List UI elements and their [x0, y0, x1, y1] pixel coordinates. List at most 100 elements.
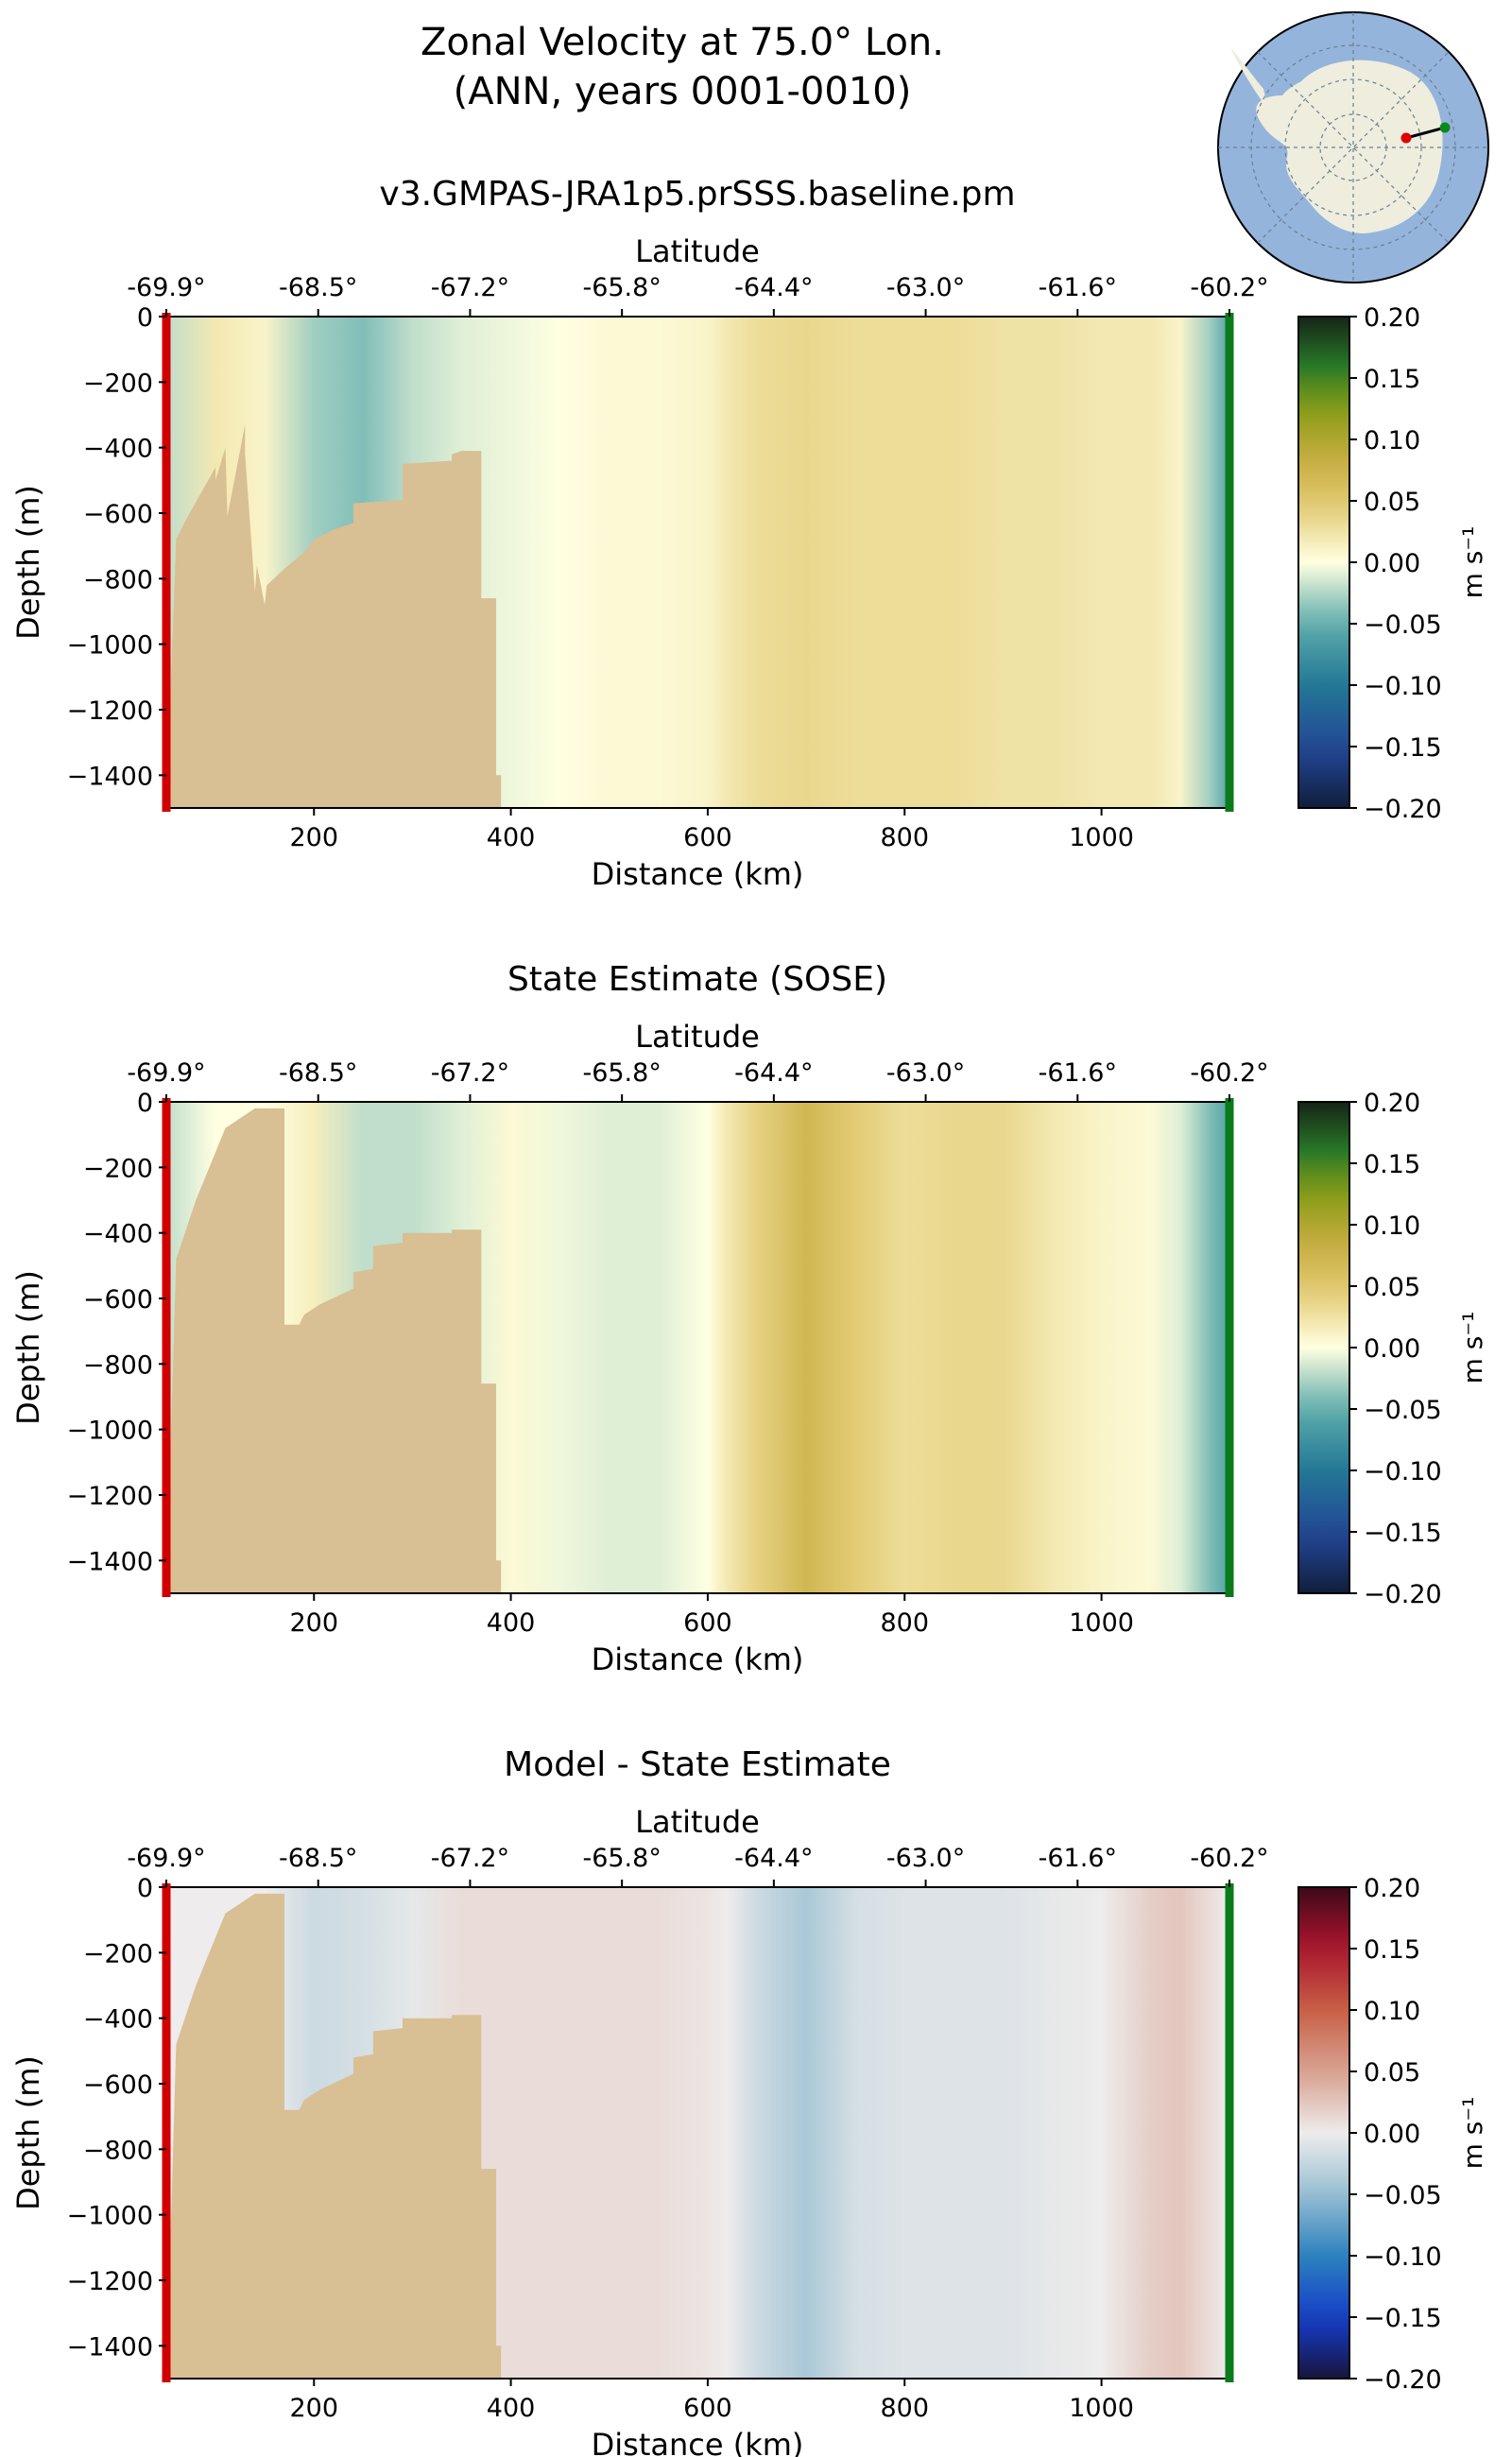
colorbar-tick-label: 0.10: [1364, 1211, 1420, 1241]
latitude-tick-label: -64.4°: [734, 1058, 813, 1088]
colorbar-tick-label: 0.10: [1364, 1997, 1420, 2026]
colorbar-tick-label: 0.15: [1364, 1150, 1420, 1179]
x-tick-label: 200: [289, 1608, 338, 1638]
latitude-tick-label: -69.9°: [127, 1844, 205, 1873]
colorbar-tick-label: −0.20: [1364, 1580, 1442, 1609]
map-graticule: [1218, 12, 1488, 283]
latitude-tick-label: -63.0°: [886, 1058, 965, 1088]
y-tick-label: −800: [83, 1350, 153, 1380]
y-tick-label: −1000: [67, 631, 153, 661]
colorbar-tick-label: −0.10: [1364, 672, 1442, 701]
colorbar-tick-label: 0.15: [1364, 1935, 1420, 1965]
x-tick-label: 800: [880, 2394, 929, 2423]
colorbar-label: m s⁻¹: [1457, 1312, 1488, 1384]
colorbar-tick-label: 0.05: [1364, 2058, 1420, 2088]
x-tick-label: 1000: [1069, 1608, 1134, 1638]
colorbar-tick-label: −0.15: [1364, 2304, 1442, 2333]
latitude-tick-label: -61.6°: [1039, 1844, 1117, 1873]
y-tick-label: −400: [83, 435, 153, 464]
latitude-tick-label: -63.0°: [886, 273, 965, 302]
colorbar-tick-label: 0.10: [1364, 426, 1420, 455]
latitude-axis-label: Latitude: [635, 1804, 760, 1840]
y-tick-label: 0: [137, 1874, 153, 1903]
y-tick-label: −400: [83, 2005, 153, 2035]
y-tick-label: −200: [83, 1939, 153, 1968]
y-tick-label: −1200: [67, 2267, 153, 2296]
chart-panel-3: Model - State Estimate 200 400 600 800 1000 Di…: [10, 1745, 1488, 2457]
figure-title-line2: (ANN, years 0001-0010): [454, 70, 912, 113]
y-tick-label: −200: [83, 369, 153, 398]
y-tick-label: −600: [83, 2070, 153, 2100]
map-transect-line: [1405, 126, 1446, 140]
colorbar-tick-label: −0.20: [1364, 795, 1442, 824]
colorbar-tick-label: 0.20: [1364, 1089, 1420, 1118]
y-tick-label: −1200: [67, 696, 153, 726]
colorbar-label: m s⁻¹: [1457, 526, 1488, 599]
map-antarctic-peninsula: [1230, 48, 1268, 110]
colorbar: [1297, 316, 1350, 809]
map-transect-start-marker: [1400, 132, 1412, 144]
y-axis-label: Depth (m): [10, 1270, 46, 1425]
antarctica-locator-map: [1217, 11, 1489, 284]
latitude-tick-label: -60.2°: [1190, 1058, 1268, 1088]
latitude-tick-label: -60.2°: [1190, 273, 1268, 302]
y-tick-label: −1400: [67, 2332, 153, 2362]
colorbar-tick-label: −0.15: [1364, 1519, 1442, 1548]
colorbar-tick-label: −0.15: [1364, 733, 1442, 763]
colorbar-tick-label: −0.20: [1364, 2365, 1442, 2395]
y-axis-label: Depth (m): [10, 2055, 46, 2210]
colorbar: [1297, 1101, 1350, 1594]
y-tick-label: 0: [137, 1089, 153, 1118]
panel-title: State Estimate (SOSE): [507, 960, 887, 999]
x-tick-label: 1000: [1069, 2394, 1134, 2423]
y-tick-label: −800: [83, 2136, 153, 2165]
latitude-tick-label: -61.6°: [1039, 273, 1117, 302]
latitude-axis-label: Latitude: [635, 233, 760, 269]
colorbar-tick-label: −0.05: [1364, 2181, 1442, 2210]
bathymetry: [166, 1893, 502, 2379]
x-tick-label: 600: [683, 1608, 732, 1638]
x-tick-label: 600: [683, 2394, 732, 2423]
colorbar: [1297, 1886, 1350, 2380]
latitude-tick-label: -64.4°: [734, 1844, 813, 1873]
colorbar-tick-label: 0.05: [1364, 1273, 1420, 1302]
colorbar-label: m s⁻¹: [1457, 2097, 1488, 2170]
y-tick-label: −400: [83, 1220, 153, 1249]
chart-panel-2: State Estimate (SOSE) 200 400 600 800 1000 Dis…: [10, 960, 1488, 1677]
latitude-tick-label: -61.6°: [1039, 1058, 1117, 1088]
colorbar-tick-label: 0.00: [1364, 2120, 1420, 2149]
x-axis-label: Distance (km): [592, 2427, 804, 2457]
colorbar-tick-label: 0.00: [1364, 1334, 1420, 1364]
map-transect-end-marker: [1439, 122, 1451, 133]
x-tick-label: 600: [683, 823, 732, 852]
panel-title: v3.GMPAS-JRA1p5.prSSS.baseline.pm: [379, 175, 1015, 214]
latitude-tick-label: -68.5°: [279, 1844, 357, 1873]
latitude-tick-label: -68.5°: [279, 1058, 357, 1088]
colorbar-tick-label: 0.00: [1364, 549, 1420, 578]
latitude-tick-label: -67.2°: [431, 1844, 509, 1873]
y-tick-label: −800: [83, 565, 153, 594]
y-tick-label: −1400: [67, 1547, 153, 1576]
y-axis-label: Depth (m): [10, 485, 46, 640]
colorbar-tick-label: −0.10: [1364, 2242, 1442, 2272]
colorbar-tick-label: −0.05: [1364, 1396, 1442, 1425]
latitude-tick-label: -67.2°: [431, 1058, 509, 1088]
figure-title-line1: Zonal Velocity at 75.0° Lon.: [421, 21, 944, 64]
x-tick-label: 800: [880, 823, 929, 852]
bathymetry: [166, 424, 502, 808]
latitude-tick-label: -64.4°: [734, 273, 813, 302]
colorbar-tick-label: 0.15: [1364, 365, 1420, 394]
y-tick-label: −600: [83, 500, 153, 529]
y-tick-label: −200: [83, 1154, 153, 1183]
y-tick-label: −1200: [67, 1482, 153, 1511]
x-tick-label: 400: [487, 823, 536, 852]
x-tick-label: 400: [487, 1608, 536, 1638]
panel-title: Model - State Estimate: [504, 1745, 891, 1784]
colorbar-tick-label: 0.20: [1364, 1874, 1420, 1903]
y-tick-label: −1000: [67, 1417, 153, 1446]
x-axis-label: Distance (km): [592, 856, 804, 892]
x-tick-label: 200: [289, 2394, 338, 2423]
y-tick-label: 0: [137, 303, 153, 333]
latitude-tick-label: -65.8°: [582, 1844, 661, 1873]
